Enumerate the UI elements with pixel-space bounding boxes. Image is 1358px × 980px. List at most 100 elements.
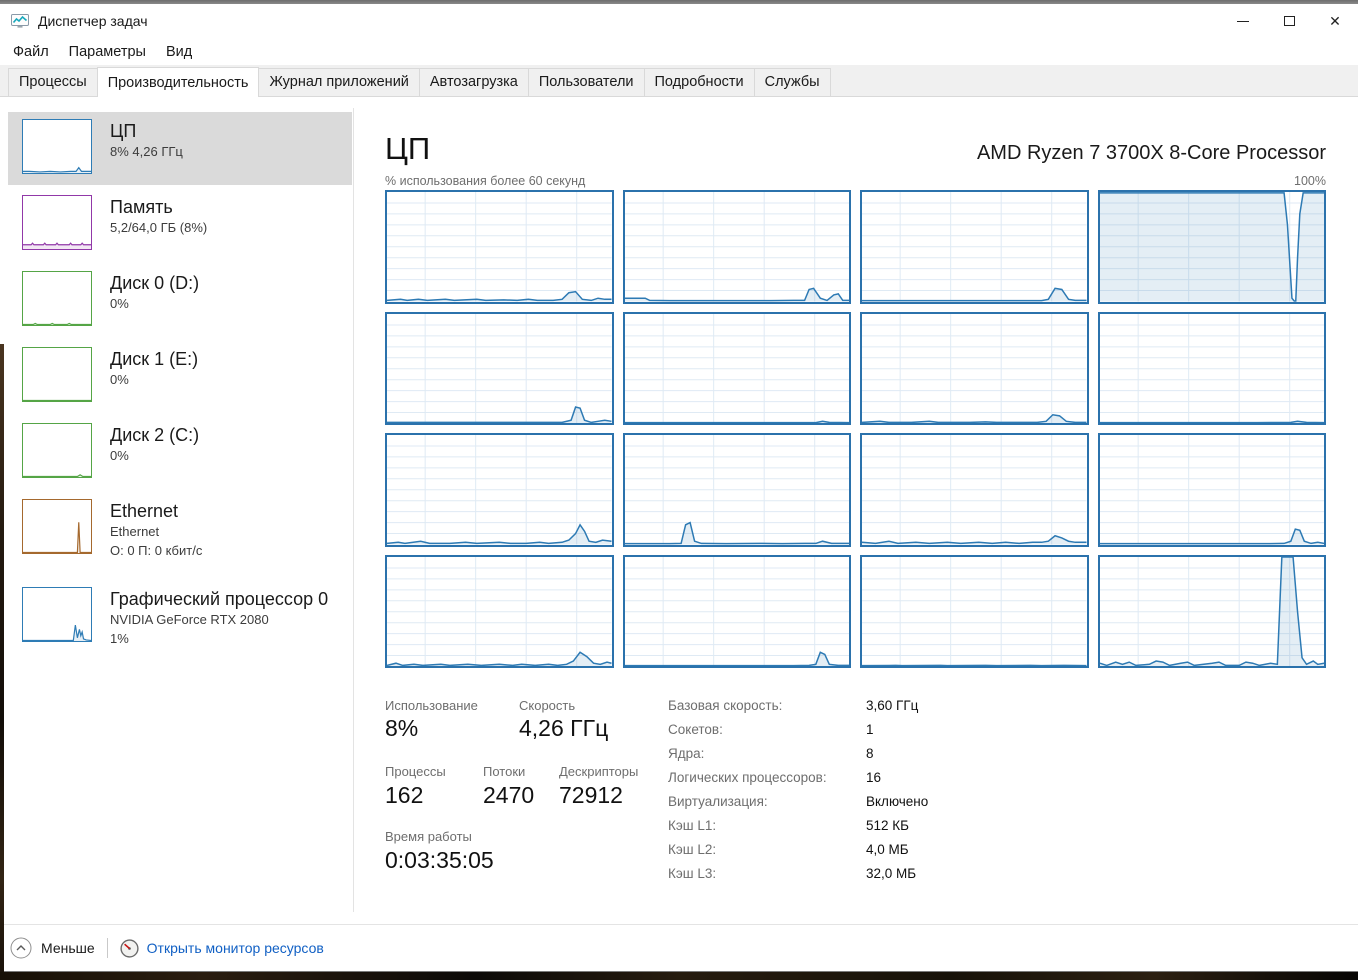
tab-services[interactable]: Службы (753, 68, 831, 96)
resource-monitor-icon (120, 938, 139, 958)
tab-bar: Процессы Производительность Журнал приложе… (0, 65, 1358, 97)
cpu-core-graph-9[interactable] (622, 433, 851, 547)
sidebar-item-disk-2[interactable]: Диск 2 (C:) 0% (8, 416, 352, 489)
cpu-core-graph-15[interactable] (1097, 554, 1326, 668)
stat-label-uptime: Время работы (385, 829, 472, 844)
sidebar-item-disk-1[interactable]: Диск 1 (E:) 0% (8, 340, 352, 413)
sidebar-item-title: ЦП (110, 121, 137, 141)
title-bar: Диспетчер задач ✕ (0, 4, 1358, 38)
stat-label-mid-1: Потоки (483, 764, 526, 779)
stat-value-top-1: 4,26 ГГц (519, 715, 609, 741)
gpu-0-mini-graph (22, 587, 92, 642)
fewer-details-label: Меньше (41, 940, 95, 956)
maximize-button[interactable] (1266, 4, 1312, 38)
graph-max-label: 100% (1294, 174, 1326, 188)
tab-app-history[interactable]: Журнал приложений (258, 68, 420, 96)
graph-caption-row: % использования более 60 секунд 100% (385, 166, 1326, 188)
cpu-core-graph-13[interactable] (622, 554, 851, 668)
cpu-core-graph-3[interactable] (1097, 190, 1326, 304)
sidebar-item-subtitle: 0% (110, 448, 129, 463)
performance-sidebar: ЦП 8% 4,26 ГГц Память 5,2/64,0 ГБ (8%) Диск … (8, 112, 352, 668)
sidebar-item-subtitle: NVIDIA GeForce RTX 2080 (110, 612, 269, 627)
sidebar-item-subtitle: Ethernet (110, 524, 160, 539)
open-resource-monitor-label: Открыть монитор ресурсов (146, 940, 324, 956)
cpu-core-graph-7[interactable] (1097, 311, 1326, 425)
tab-details[interactable]: Подробности (643, 68, 755, 96)
disk-0-mini-graph (22, 271, 92, 326)
minimize-icon (1237, 20, 1249, 22)
stat-value-mid-2: 72912 (559, 782, 623, 808)
cpu-stats: Использование 8% Скорость 4,26 ГГц Процессы 1… (385, 698, 1326, 898)
cpu-core-graph-6[interactable] (860, 311, 1089, 425)
task-manager-window: Диспетчер задач ✕ Файл Параметры Вид Проце… (0, 4, 1358, 972)
stat-row-label-4: Виртуализация: (668, 794, 768, 809)
tab-performance[interactable]: Производительность (96, 67, 260, 97)
cpu-core-graph-10[interactable] (860, 433, 1089, 547)
sidebar-item-disk-0[interactable]: Диск 0 (D:) 0% (8, 264, 352, 337)
sidebar-item-text: Диск 1 (E:) 0% (110, 347, 198, 390)
sidebar-item-memory[interactable]: Память 5,2/64,0 ГБ (8%) (8, 188, 352, 261)
cpu-core-graph-2[interactable] (860, 190, 1089, 304)
sidebar-item-gpu-0[interactable]: Графический процессор 0 NVIDIA GeForce RT… (8, 580, 352, 665)
footer-separator (106, 938, 108, 958)
stat-label-mid-0: Процессы (385, 764, 446, 779)
menu-item-file[interactable]: Файл (13, 43, 49, 60)
stat-row-0: Базовая скорость: 3,60 ГГц (668, 698, 918, 713)
sidebar-item-subtitle: О: 0 П: 0 кбит/с (110, 542, 203, 558)
sidebar-item-subtitle: 1% (110, 630, 129, 646)
chevron-up-icon (10, 937, 32, 959)
sidebar-item-cpu[interactable]: ЦП 8% 4,26 ГГц (8, 112, 352, 185)
sidebar-item-title: Графический процессор 0 (110, 589, 329, 609)
cpu-core-graph-8[interactable] (385, 433, 614, 547)
stat-label-mid-2: Дескрипторы (559, 764, 639, 779)
sidebar-item-title: Диск 0 (D:) (110, 273, 200, 293)
stat-row-value-5: 512 КБ (866, 818, 909, 833)
tab-startup[interactable]: Автозагрузка (418, 68, 529, 96)
sidebar-item-title: Память (110, 197, 173, 217)
cpu-model-name: AMD Ryzen 7 3700X 8-Core Processor (976, 142, 1326, 164)
disk-1-mini-graph (22, 347, 92, 402)
open-resource-monitor-link[interactable]: Открыть монитор ресурсов (120, 938, 324, 958)
stat-row-value-3: 16 (866, 770, 882, 785)
cpu-core-graph-5[interactable] (622, 311, 851, 425)
sidebar-item-ethernet[interactable]: Ethernet Ethernet О: 0 П: 0 кбит/с (8, 492, 352, 577)
desktop-edge-bottom (0, 972, 1358, 980)
cpu-core-graph-1[interactable] (622, 190, 851, 304)
stat-row-label-3: Логических процессоров: (668, 770, 827, 785)
stat-row-label-1: Сокетов: (668, 722, 723, 737)
cpu-core-graph-14[interactable] (860, 554, 1089, 668)
cpu-core-graph-0[interactable] (385, 190, 614, 304)
close-icon: ✕ (1329, 13, 1341, 29)
close-button[interactable]: ✕ (1312, 4, 1358, 38)
sidebar-item-subtitle: 8% 4,26 ГГц (110, 144, 183, 159)
sidebar-item-subtitle: 0% (110, 372, 129, 387)
tab-users[interactable]: Пользователи (527, 68, 645, 96)
stat-row-value-0: 3,60 ГГц (866, 698, 919, 713)
sidebar-item-text: Ethernet Ethernet О: 0 П: 0 кбит/с (110, 499, 202, 560)
stat-row-2: Ядра: 8 (668, 746, 874, 761)
cpu-mini-graph (22, 119, 92, 174)
sidebar-item-title: Диск 1 (E:) (110, 349, 199, 369)
desktop-edge-left (0, 344, 4, 972)
stat-row-1: Сокетов: 1 (668, 722, 874, 737)
stat-value-mid-1: 2470 (483, 782, 535, 808)
cpu-core-graph-11[interactable] (1097, 433, 1326, 547)
cpu-panel: ЦП AMD Ryzen 7 3700X 8-Core Processor % … (385, 112, 1326, 898)
menu-item-view[interactable]: Вид (165, 43, 193, 60)
sidebar-item-text: ЦП 8% 4,26 ГГц (110, 119, 183, 162)
menu-item-options[interactable]: Параметры (68, 43, 146, 60)
task-manager-icon (11, 14, 29, 28)
stat-value-top-0: 8% (385, 715, 419, 741)
menu-bar: Файл Параметры Вид (0, 38, 1358, 65)
sidebar-item-text: Диск 2 (C:) 0% (110, 423, 199, 466)
cpu-core-graph-4[interactable] (385, 311, 614, 425)
fewer-details-button[interactable]: Меньше (10, 937, 95, 959)
sidebar-divider (353, 108, 354, 912)
cpu-core-graph-12[interactable] (385, 554, 614, 668)
minimize-button[interactable] (1220, 4, 1266, 38)
tab-processes[interactable]: Процессы (8, 68, 98, 96)
stat-value-uptime: 0:03:35:05 (385, 847, 494, 873)
footer-bar: Меньше Открыть монитор ресурсов (0, 924, 1358, 971)
stat-row-label-5: Кэш L1: (668, 818, 717, 833)
